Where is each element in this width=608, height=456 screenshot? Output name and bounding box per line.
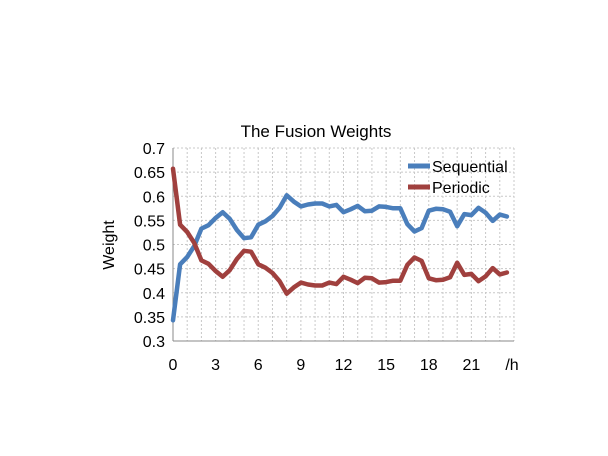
x-tick-label: 12 — [335, 357, 353, 374]
tick-label-layer: 0.3 0.35 0.4 0.45 0.5 0.55 0.6 0.65 0.7 0 3 6 9 12 15 1… — [134, 141, 481, 374]
y-tick-label: 0.7 — [143, 141, 165, 158]
y-tick-label: 0.45 — [134, 262, 165, 279]
x-axis-label: /h — [505, 357, 518, 374]
y-tick-label: 0.35 — [134, 310, 165, 327]
legend-label-periodic: Periodic — [432, 180, 490, 197]
legend: Sequential Periodic — [408, 159, 508, 197]
y-tick-label: 0.3 — [143, 334, 165, 351]
x-tick-label: 18 — [420, 357, 438, 374]
y-axis-label: Weight — [101, 220, 118, 270]
y-tick-label: 0.55 — [134, 213, 165, 230]
series-line-periodic — [170, 166, 510, 296]
chart-title: The Fusion Weights — [241, 122, 392, 141]
series-line-sequential — [170, 193, 510, 323]
y-tick-label: 0.65 — [134, 165, 165, 182]
x-tick-label: 21 — [462, 357, 480, 374]
grid-layer — [173, 147, 515, 341]
x-tick-label: 0 — [169, 357, 178, 374]
legend-label-sequential: Sequential — [432, 159, 508, 176]
x-tick-label: 6 — [254, 357, 263, 374]
y-tick-label: 0.6 — [143, 189, 165, 206]
x-tick-label: 9 — [296, 357, 305, 374]
y-tick-label: 0.4 — [143, 286, 165, 303]
x-tick-label: 3 — [211, 357, 220, 374]
x-tick-label: 15 — [377, 357, 395, 374]
series-layer — [170, 166, 510, 323]
y-tick-label: 0.5 — [143, 238, 165, 255]
